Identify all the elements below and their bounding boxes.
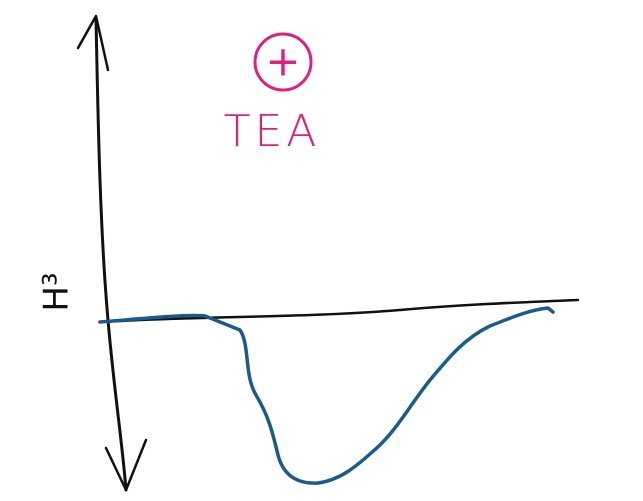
axis-label: H³ — [37, 272, 77, 311]
annotation-symbol: + — [265, 37, 300, 86]
axis-arrow-top — [76, 14, 110, 72]
symbol-circle — [253, 32, 313, 92]
axis-arrow-bottom — [104, 438, 148, 492]
energy-curve — [98, 306, 555, 485]
vertical-axis — [94, 16, 128, 492]
baseline — [98, 298, 580, 324]
annotation-label: TEA — [224, 106, 321, 157]
